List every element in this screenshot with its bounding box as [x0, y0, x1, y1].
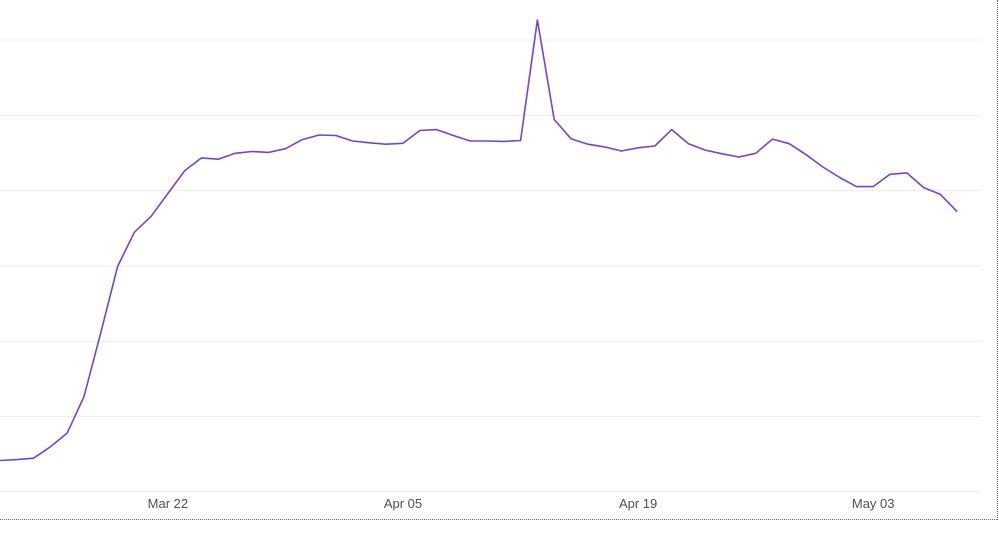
gridlines	[0, 39, 981, 493]
series-layer	[0, 19, 958, 462]
x-axis-tick-labels: Mar 22 Apr 05 Apr 19 May 03	[148, 496, 895, 511]
chart-right-border	[997, 0, 998, 520]
x-tick-label: Apr 05	[384, 496, 422, 511]
chart-bottom-border	[0, 519, 997, 520]
x-tick-label: Mar 22	[148, 496, 188, 511]
series-line	[0, 19, 958, 462]
x-tick-label: May 03	[852, 496, 895, 511]
x-tick-label: Apr 19	[619, 496, 657, 511]
